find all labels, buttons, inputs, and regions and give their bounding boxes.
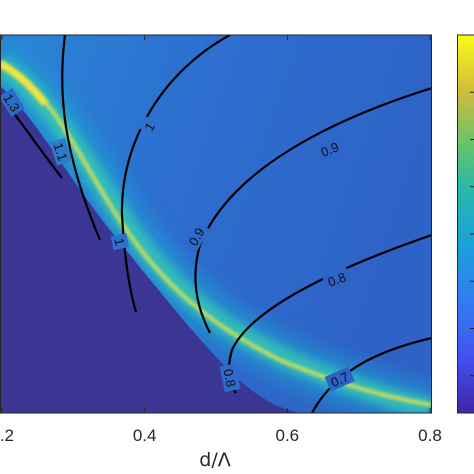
- x-tick-label: 0.2: [0, 426, 14, 445]
- contour-1.1: [61, 35, 102, 241]
- contour-labels: 1.3 1.1 1 1 0.9 0.9: [0, 88, 355, 393]
- colorbar-ticks: [470, 91, 474, 377]
- contour-1.0: [120, 35, 231, 313]
- x-tick-label: 0.6: [276, 426, 300, 445]
- contour-label-0.7: 0.7: [328, 369, 351, 390]
- x-tick-label: 0.8: [418, 426, 442, 445]
- x-axis: 0.2 0.4 0.6 0.8: [0, 35, 442, 445]
- colorbar: [457, 34, 474, 414]
- contour-label-1.1: 1.1: [51, 141, 71, 163]
- excluded-region: [0, 86, 300, 413]
- ridge-peak: [0, 60, 48, 107]
- heatmap-area: 1.3 1.1 1 1 0.9 0.9: [0, 35, 432, 413]
- contour-label-0.8-lower: 0.8: [220, 367, 238, 388]
- plot-frame: [0, 34, 432, 414]
- contour-0.7: [311, 336, 432, 413]
- contour-label-0.9-upper: 0.9: [319, 139, 341, 160]
- contour-label-0.8-upper: 0.8: [326, 269, 348, 289]
- x-axis-label: d/Λ: [199, 449, 230, 471]
- contour-label-1.0-lower: 1: [111, 237, 127, 247]
- x-tick-label: 0.4: [133, 426, 157, 445]
- colorbar-gradient: [457, 35, 474, 413]
- contour-0.9: [194, 86, 432, 334]
